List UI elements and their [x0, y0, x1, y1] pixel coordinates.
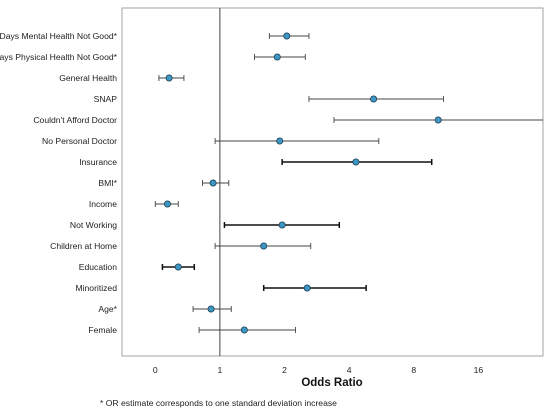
plot-area — [121, 7, 544, 357]
odds-ratio-point — [283, 32, 291, 40]
odds-ratio-point — [209, 179, 217, 187]
odds-ratio-point — [276, 137, 284, 145]
row-couldn-t-afford-doctor: Couldn't Afford Doctor — [33, 115, 543, 125]
odds-ratio-point — [165, 74, 173, 82]
row-label: General Health — [59, 73, 117, 83]
odds-ratio-point — [434, 116, 442, 124]
row-days-mental-health-not-good: Days Mental Health Not Good* — [0, 31, 310, 41]
row-bmi: BMI* — [98, 178, 230, 188]
row-children-at-home: Children at Home — [50, 241, 312, 251]
row-snap: SNAP — [94, 94, 444, 104]
x-tick-label: 8 — [411, 365, 416, 375]
row-label: Insurance — [79, 157, 117, 167]
row-income: Income — [89, 199, 179, 209]
odds-ratio-point — [163, 200, 171, 208]
row-female: Female — [88, 325, 296, 335]
x-tick-label: 1 — [217, 365, 222, 375]
odds-ratio-point — [260, 242, 268, 250]
row-label: Female — [88, 325, 117, 335]
odds-ratio-point — [240, 326, 248, 334]
odds-ratio-point — [303, 284, 311, 292]
odds-ratio-point — [174, 263, 182, 271]
x-axis-title: Odds Ratio — [301, 377, 362, 389]
x-tick-label: 16 — [474, 365, 484, 375]
x-tick-label: 0 — [153, 365, 158, 375]
row-age: Age* — [98, 304, 232, 314]
row-insurance: Insurance — [79, 157, 433, 167]
row-label: Days Mental Health Not Good* — [0, 31, 118, 41]
footnote: * OR estimate corresponds to one standar… — [100, 398, 337, 408]
odds-ratio-point — [273, 53, 281, 61]
row-label: Income — [89, 199, 117, 209]
x-tick-label: 4 — [347, 365, 352, 375]
row-days-physical-health-not-good: Days Physical Health Not Good* — [0, 52, 306, 62]
odds-ratio-point — [370, 95, 378, 103]
rows-layer: Days Mental Health Not Good* Days Physica… — [0, 8, 543, 356]
row-label: Children at Home — [50, 241, 117, 251]
odds-ratio-point — [207, 305, 215, 313]
row-label: Age* — [98, 304, 117, 314]
odds-ratio-point — [352, 158, 360, 166]
row-education: Education — [79, 262, 196, 272]
row-label: Not Working — [70, 220, 117, 230]
odds-ratio-point — [278, 221, 286, 229]
row-label: SNAP — [94, 94, 118, 104]
row-not-working: Not Working — [70, 220, 341, 230]
row-general-health: General Health — [59, 73, 185, 83]
row-no-personal-doctor: No Personal Doctor — [42, 136, 380, 146]
row-label: Minoritized — [75, 283, 117, 293]
row-label: Couldn't Afford Doctor — [33, 115, 117, 125]
row-label: BMI* — [98, 178, 117, 188]
row-label: No Personal Doctor — [42, 136, 117, 146]
x-tick-label: 2 — [282, 365, 287, 375]
x-axis-ticks: 0 1 2 4 8 16 — [153, 365, 484, 375]
row-label: Days Physical Health Not Good* — [0, 52, 118, 62]
row-minoritized: Minoritized — [75, 283, 367, 293]
row-label: Education — [79, 262, 117, 272]
